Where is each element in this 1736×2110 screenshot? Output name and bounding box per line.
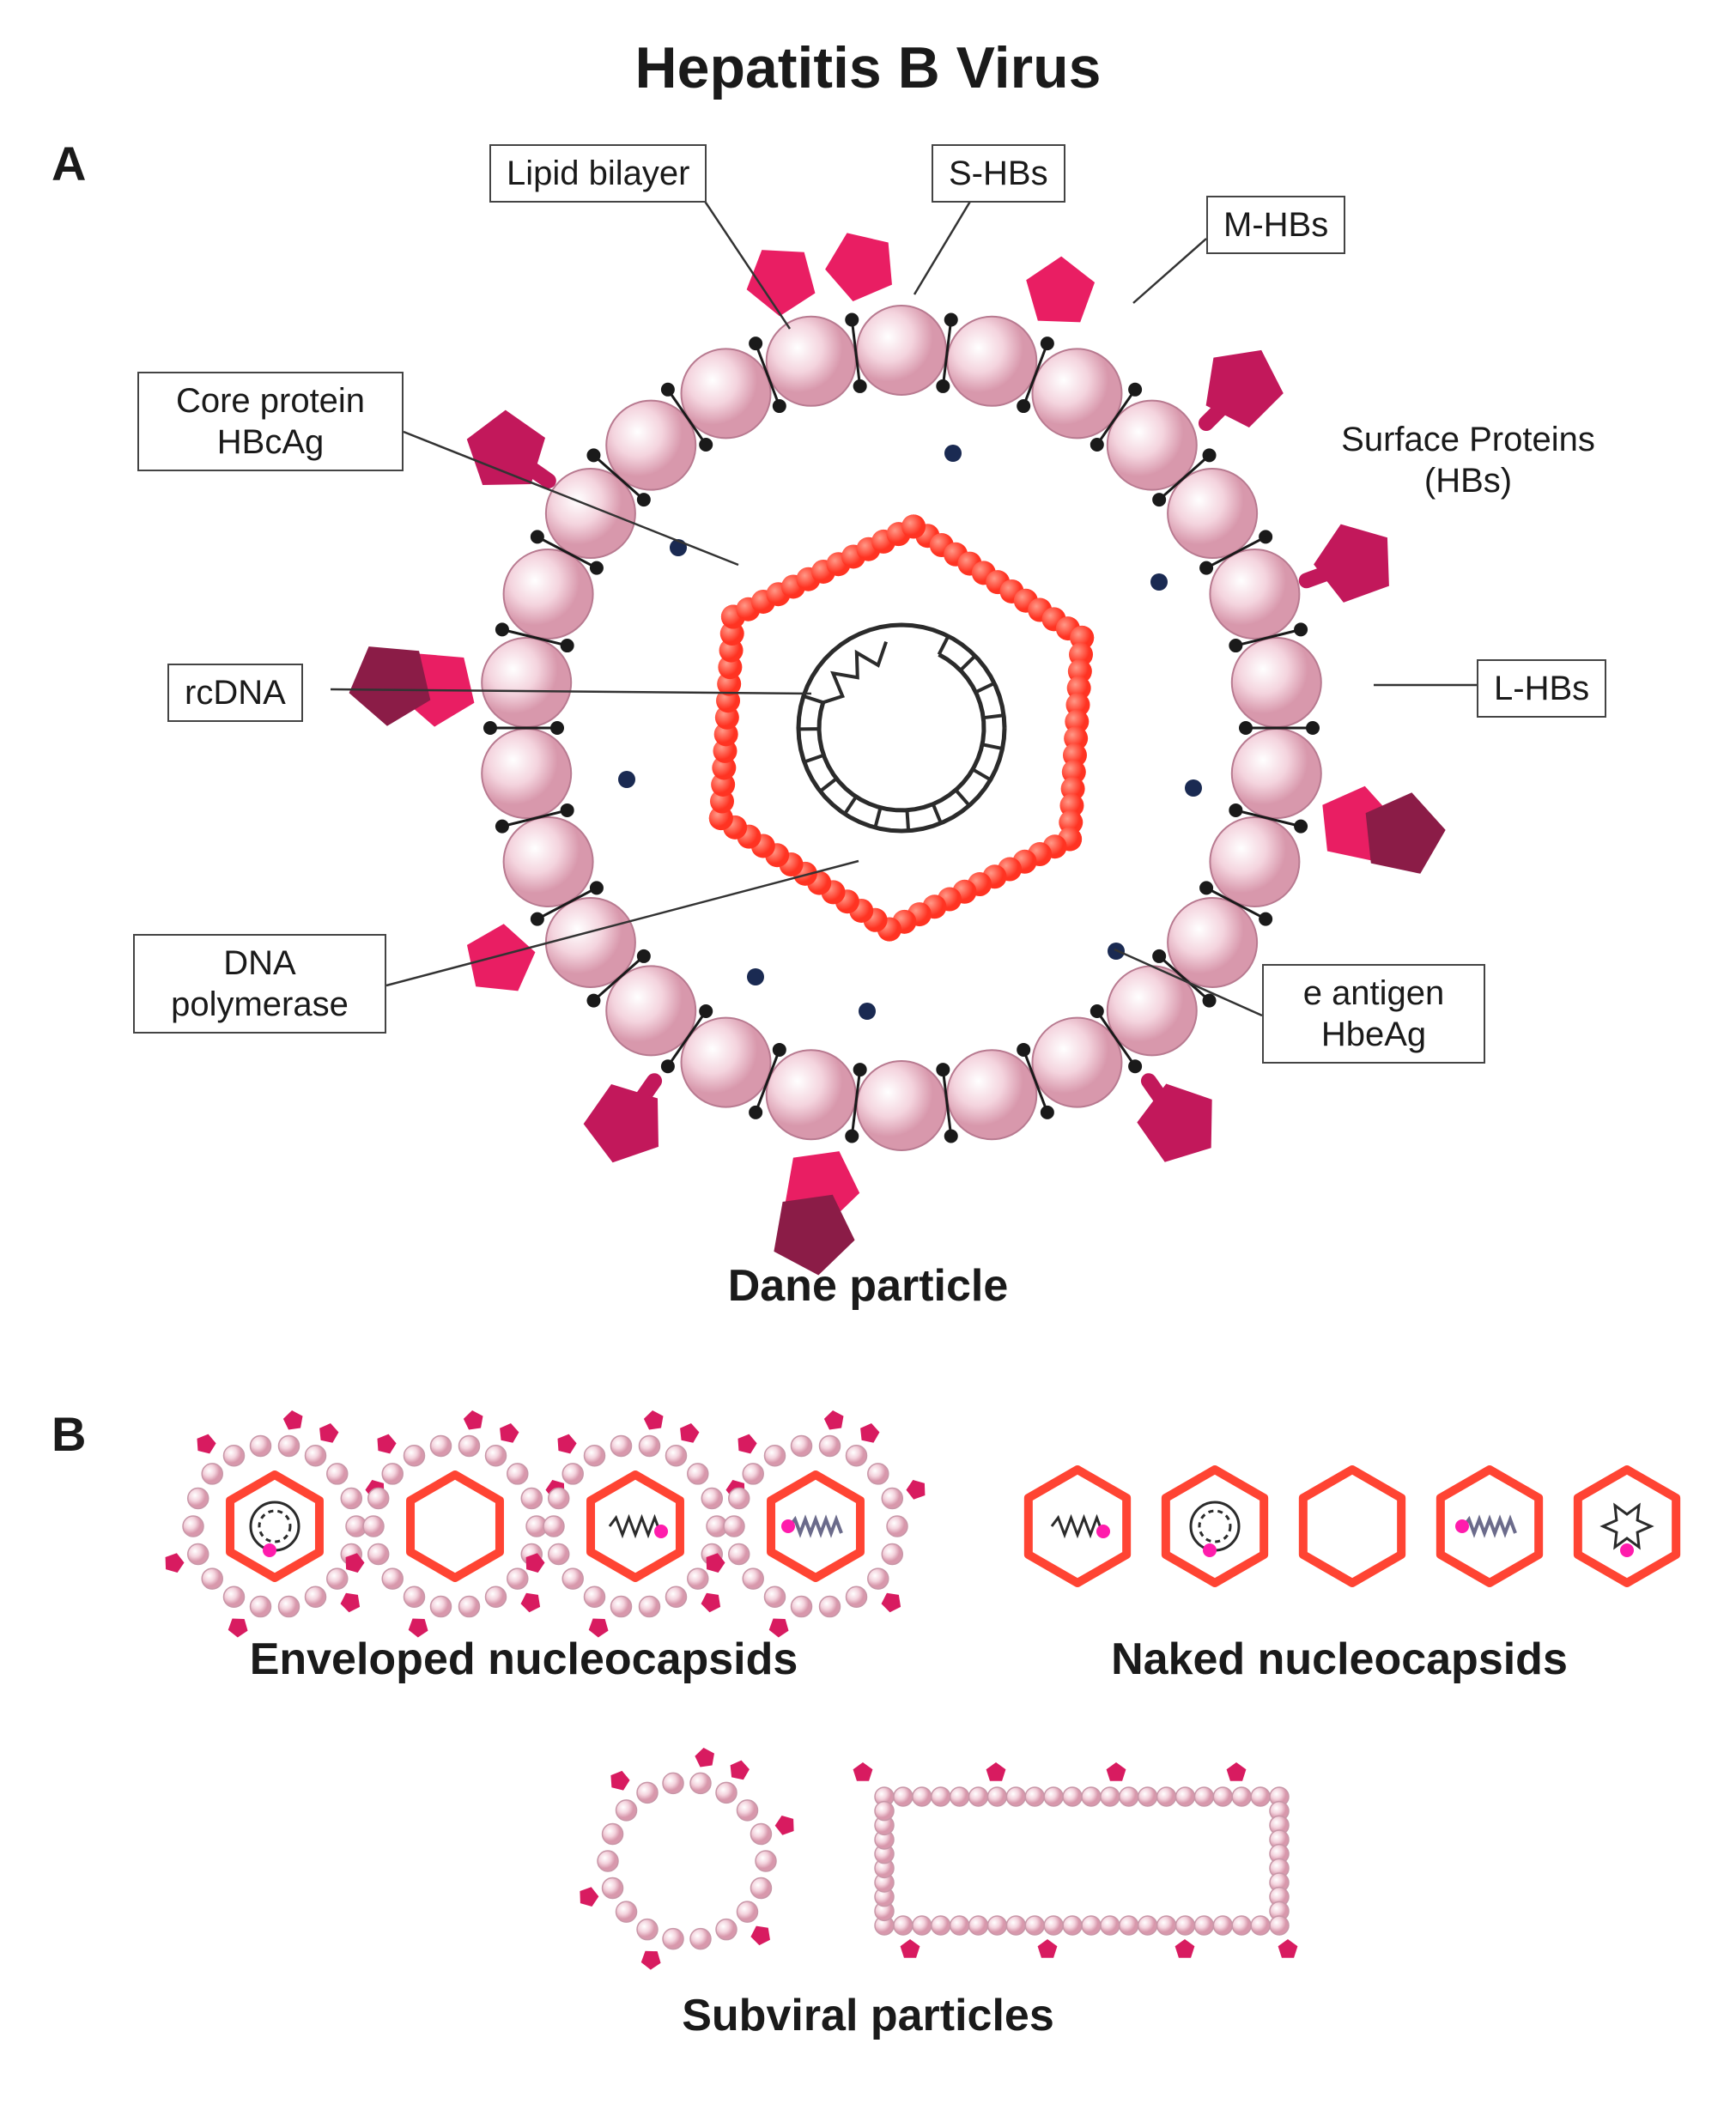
subviral-caption: Subviral particles xyxy=(34,1990,1702,2041)
label-s-hbs: S-HBs xyxy=(932,144,1065,203)
dane-particle-diagram xyxy=(34,127,1736,1329)
label-e-antigen: e antigen HbeAg xyxy=(1262,964,1485,1064)
label-dna-polymerase: DNA polymerase xyxy=(133,934,386,1034)
core-protein-line2: HBcAg xyxy=(217,423,325,461)
dane-caption: Dane particle xyxy=(34,1260,1702,1312)
enveloped-caption: Enveloped nucleocapsids xyxy=(163,1634,884,1685)
panel-b: B Enveloped nucleocapsids Naked nucleoca… xyxy=(34,1406,1702,2076)
e-antigen-line1: e antigen xyxy=(1303,974,1445,1012)
label-m-hbs: M-HBs xyxy=(1206,196,1345,254)
naked-caption: Naked nucleocapsids xyxy=(1005,1634,1674,1685)
surface-line1: Surface Proteins xyxy=(1341,421,1595,458)
core-protein-line1: Core protein xyxy=(176,382,365,420)
main-title: Hepatitis B Virus xyxy=(34,34,1702,101)
label-lipid-bilayer: Lipid bilayer xyxy=(489,144,707,203)
e-antigen-line2: HbeAg xyxy=(1321,1016,1426,1053)
label-l-hbs: L-HBs xyxy=(1477,659,1606,718)
dna-poly-line2: polymerase xyxy=(171,985,349,1023)
surface-line2: (HBs) xyxy=(1424,462,1512,500)
panel-a: A Lipid bilayer S-HBs M xyxy=(34,127,1702,1406)
particles-diagram xyxy=(34,1406,1736,2076)
label-core-protein: Core protein HBcAg xyxy=(137,372,404,471)
dna-poly-line1: DNA xyxy=(223,944,295,982)
label-surface-proteins: Surface Proteins (HBs) xyxy=(1305,419,1631,501)
label-rcdna: rcDNA xyxy=(167,664,303,722)
